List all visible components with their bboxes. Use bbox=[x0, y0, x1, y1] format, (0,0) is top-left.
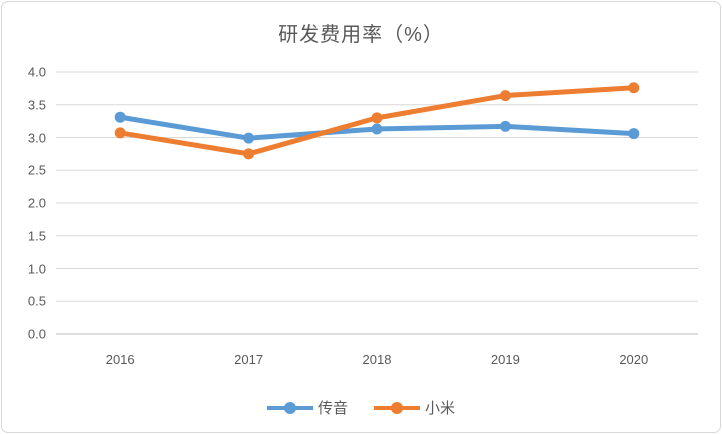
legend-label: 传音 bbox=[317, 400, 348, 417]
data-point-传音-2016 bbox=[114, 111, 126, 123]
data-point-小米-2019 bbox=[499, 90, 511, 102]
data-point-小米-2017 bbox=[243, 148, 255, 160]
y-tick-label: 2.5 bbox=[27, 162, 46, 178]
legend: 传音 小米 bbox=[2, 397, 720, 418]
y-tick-label: 0.5 bbox=[27, 293, 46, 309]
data-point-小米-2020 bbox=[628, 82, 640, 94]
legend-label: 小米 bbox=[425, 400, 456, 417]
data-point-小米-2018 bbox=[371, 112, 383, 124]
x-tick-label: 2020 bbox=[619, 352, 649, 367]
data-point-传音-2018 bbox=[371, 123, 383, 135]
y-tick-label: 4.0 bbox=[27, 64, 46, 80]
x-tick-label: 2019 bbox=[490, 352, 520, 367]
y-tick-label: 3.5 bbox=[27, 97, 46, 113]
legend-item-传音: 传音 bbox=[266, 397, 348, 418]
data-point-小米-2016 bbox=[114, 127, 126, 139]
y-tick-label: 0.0 bbox=[27, 326, 46, 342]
legend-line-marker-icon bbox=[374, 401, 420, 414]
data-point-传音-2020 bbox=[628, 128, 640, 140]
y-tick-label: 1.5 bbox=[27, 228, 46, 244]
x-tick-label: 2018 bbox=[362, 352, 392, 367]
y-tick-label: 1.0 bbox=[27, 261, 46, 276]
legend-line-marker-icon bbox=[266, 401, 313, 414]
chart-title: 研发费用率（%） bbox=[278, 24, 444, 46]
data-point-传音-2019 bbox=[499, 120, 511, 132]
y-tick-label: 3.0 bbox=[27, 130, 46, 145]
data-point-传音-2017 bbox=[243, 132, 255, 144]
x-tick-label: 2016 bbox=[105, 352, 135, 367]
legend-item-小米: 小米 bbox=[374, 397, 455, 418]
x-tick-label: 2017 bbox=[234, 352, 264, 367]
y-tick-label: 2.0 bbox=[27, 195, 46, 211]
